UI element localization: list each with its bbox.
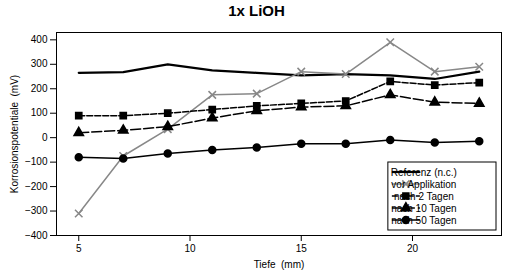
svg-text:nach 10 Tagen: nach 10 Tagen <box>391 203 456 214</box>
html-text:1x LiOH: 1x LiOH <box>228 2 285 19</box>
svg-text:200: 200 <box>31 83 48 94</box>
svg-text:400: 400 <box>31 34 48 45</box>
svg-text:300: 300 <box>31 58 48 69</box>
svg-text:vor Applikation: vor Applikation <box>391 179 456 190</box>
svg-text:100: 100 <box>31 107 48 118</box>
svg-text:10: 10 <box>184 243 196 254</box>
svg-text:nach 50 Tagen: nach 50 Tagen <box>391 215 456 226</box>
svg-text:−200: −200 <box>25 181 48 192</box>
svg-text:−300: −300 <box>25 205 48 216</box>
svg-text:0: 0 <box>42 132 48 143</box>
svg-text:5: 5 <box>76 243 82 254</box>
svg-text:−400: −400 <box>25 230 48 241</box>
svg-text:15: 15 <box>296 243 308 254</box>
svg-text:Korrosionspotentiale (mV): Korrosionspotentiale (mV) <box>9 75 20 193</box>
svg-text:Referenz (n.c.): Referenz (n.c.) <box>391 167 457 178</box>
svg-text:20: 20 <box>407 243 419 254</box>
svg-text:Tiefe (mm): Tiefe (mm) <box>254 259 305 270</box>
svg-text:−100: −100 <box>25 156 48 167</box>
svg-text:nach 2 Tagen: nach 2 Tagen <box>394 191 454 202</box>
